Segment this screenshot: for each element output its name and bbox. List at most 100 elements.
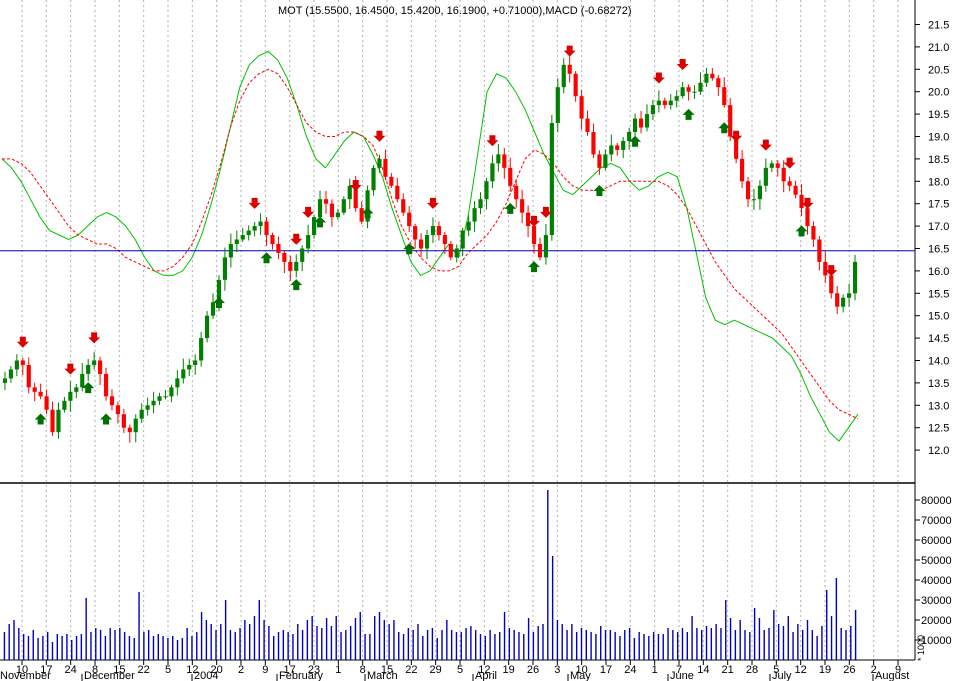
candle-body: [98, 360, 103, 374]
date-tick-label: 12: [478, 664, 490, 676]
candle-body: [317, 199, 323, 218]
candle-body: [252, 226, 257, 231]
price-axis: 12.0 12.5 13.0 13.5 14.0 14.5 15.0 15.5 16.0 16.5…: [915, 19, 949, 457]
candle-body: [763, 167, 768, 186]
candle-body: [793, 185, 798, 195]
sell-signal-arrow: [730, 130, 743, 142]
candle-body: [650, 105, 655, 115]
date-tick-label: 10: [576, 664, 588, 676]
month-label: August: [875, 670, 909, 681]
candle-body: [484, 181, 489, 200]
date-tick-label: 8: [360, 664, 366, 676]
date-tick-label: 14: [697, 664, 709, 676]
candle-body: [300, 248, 305, 262]
date-tick-label: 22: [405, 664, 417, 676]
candle-body: [448, 244, 453, 258]
candle-body: [103, 373, 109, 397]
date-tick-label: 28: [746, 664, 758, 676]
volume-bars: [3, 490, 857, 660]
date-tick-label: 19: [503, 664, 515, 676]
date-tick-label: 29: [430, 664, 442, 676]
date-tick-label: 26: [527, 664, 539, 676]
candle-body: [430, 226, 436, 236]
candle-body: [549, 123, 554, 236]
candle-body: [187, 364, 192, 370]
sell-signal-arrow: [759, 139, 772, 151]
buy-signal-arrow: [82, 382, 95, 394]
candle-body: [365, 190, 370, 222]
month-label: December: [84, 670, 135, 681]
date-tick-label: 8: [92, 664, 98, 676]
date-tick-label: 1: [335, 664, 341, 676]
candle-body: [656, 100, 661, 106]
candle-body: [50, 409, 55, 433]
candle-body: [276, 244, 281, 253]
candle-body: [490, 163, 495, 182]
candle-body: [716, 78, 721, 88]
candle-body: [514, 185, 519, 200]
candle-body: [359, 208, 364, 222]
candle-body: [615, 145, 620, 150]
candle-body: [419, 239, 424, 249]
candle-body: [335, 212, 340, 218]
buy-signal-arrow: [593, 185, 606, 196]
sell-signal-arrow: [290, 233, 303, 245]
buy-signal-arrow: [718, 122, 731, 134]
candle-body: [175, 378, 180, 388]
candle-body: [353, 185, 358, 209]
price-tick-label: 12.5: [928, 423, 949, 435]
sell-signal-arrow: [783, 157, 796, 169]
candle-body: [329, 203, 334, 218]
candle-body: [811, 226, 816, 240]
candle-body: [502, 154, 507, 168]
date-tick-label: 21: [722, 664, 734, 676]
candle-body: [163, 396, 168, 398]
sell-signal-arrow: [302, 206, 315, 218]
date-tick-label: 1: [652, 664, 658, 676]
candle-body: [383, 158, 388, 177]
date-tick-label: 5: [773, 664, 779, 676]
candle-body: [8, 369, 13, 379]
date-tick-label: 3: [554, 664, 560, 676]
candle-body: [38, 391, 43, 397]
sell-signal-arrow: [349, 180, 362, 191]
buy-signal-arrow: [629, 135, 642, 147]
candle-body: [74, 387, 79, 392]
candle-body: [722, 87, 727, 106]
candle-body: [234, 239, 239, 244]
date-tick-label: 7: [676, 664, 682, 676]
buy-signal-arrow: [314, 216, 327, 228]
month-label: May: [570, 670, 591, 681]
candle-body: [531, 226, 537, 244]
price-tick-label: 21.5: [928, 19, 949, 31]
candle-body: [436, 226, 441, 236]
month-label: July: [772, 670, 792, 681]
date-tick-label: 24: [624, 664, 636, 676]
candle-body: [466, 221, 471, 231]
candle-body: [395, 185, 400, 200]
price-tick-label: 17.5: [928, 199, 949, 211]
upper-band-line: [1, 50, 859, 442]
candle-body: [573, 73, 578, 97]
candle-body: [787, 181, 792, 186]
candle-body: [680, 87, 685, 97]
volume-tick-label: 20000: [921, 615, 952, 627]
price-tick-label: 20.5: [928, 64, 949, 76]
date-tick-label: 17: [284, 664, 296, 676]
candle-body: [692, 91, 697, 93]
candle-body: [543, 235, 548, 258]
candle-body: [68, 391, 73, 401]
candle-body: [323, 199, 329, 204]
price-tick-label: 18.5: [928, 154, 949, 166]
sell-signal-arrow: [539, 206, 552, 218]
candle-body: [852, 261, 858, 294]
buy-signal-arrow: [682, 108, 695, 120]
candle-body: [835, 293, 840, 307]
date-tick-label: 9: [895, 664, 901, 676]
candle-body: [145, 405, 150, 410]
price-tick-label: 14.0: [928, 355, 949, 367]
candle-body: [20, 360, 25, 365]
sell-signal-arrow: [801, 197, 814, 209]
price-tick-label: 17.0: [928, 221, 949, 233]
candle-body: [781, 167, 786, 182]
